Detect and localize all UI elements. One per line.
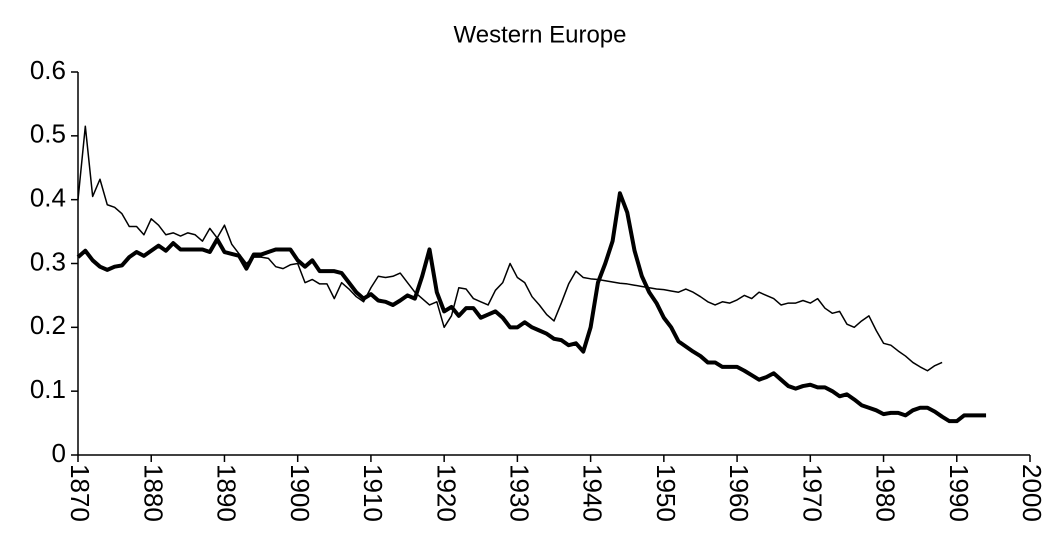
y-tick-label: 0.3	[30, 246, 66, 276]
y-tick-label: 0.2	[30, 310, 66, 340]
y-tick-label: 0.6	[30, 55, 66, 85]
x-tick-label: 1870	[65, 464, 95, 522]
x-tick-label: 1970	[797, 464, 827, 522]
x-tick-label: 1890	[212, 464, 242, 522]
x-tick-label: 1940	[578, 464, 608, 522]
x-tick-label: 1960	[724, 464, 754, 522]
y-tick-label: 0.5	[30, 119, 66, 149]
series-line	[77, 125, 943, 372]
x-tick-label: 2000	[1017, 464, 1042, 522]
x-tick-label: 1930	[505, 464, 535, 522]
x-tick-label: 1900	[285, 464, 315, 522]
y-tick-label: 0.1	[30, 374, 66, 404]
y-tick-label: 0.4	[30, 183, 66, 213]
x-tick-label: 1950	[651, 464, 681, 522]
x-tick-label: 1990	[944, 464, 974, 522]
x-tick-label: 1980	[871, 464, 901, 522]
x-tick-label: 1910	[358, 464, 388, 522]
x-tick-label: 1880	[138, 464, 168, 522]
series-line	[76, 191, 987, 424]
chart-title: Western Europe	[454, 21, 627, 48]
x-tick-label: 1920	[431, 464, 461, 522]
y-tick-label: 0	[52, 438, 66, 468]
